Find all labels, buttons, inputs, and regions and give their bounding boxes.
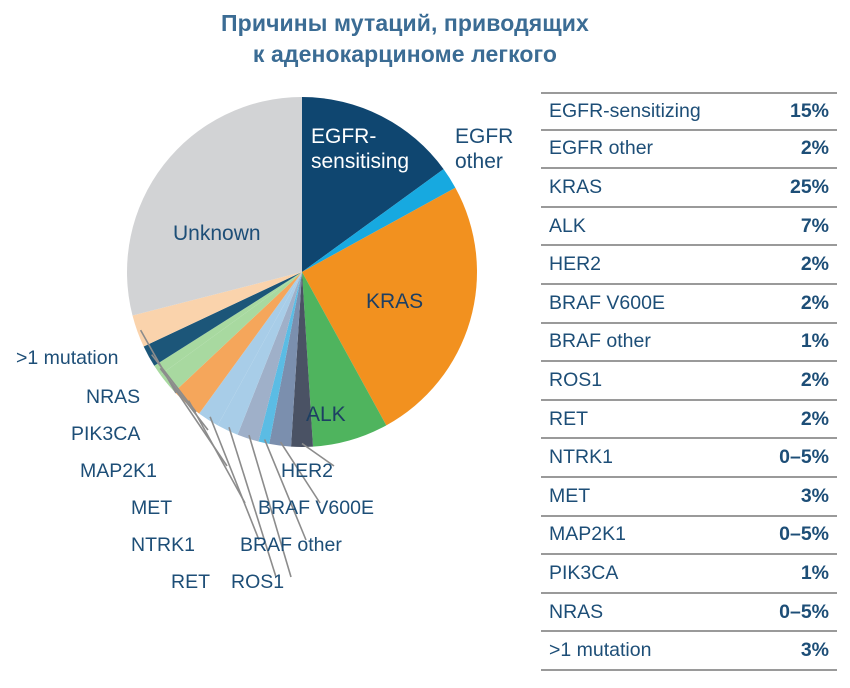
table-cell-frequency: 15% — [789, 99, 829, 122]
leader-line — [248, 434, 292, 578]
table-cell-mutation: BRAF V600E — [549, 291, 665, 314]
table-row: PIK3CA 1% — [541, 555, 837, 594]
leader-label-ntrk1: NTRK1 — [131, 534, 195, 556]
chart-title-line-2: к аденокарциноме легкого — [252, 41, 558, 67]
leader-label-met: MET — [131, 497, 173, 519]
table-cell-frequency: 2% — [800, 291, 829, 314]
pie-slice — [143, 272, 302, 366]
table-cell-mutation: EGFR other — [549, 137, 654, 160]
pie-slice — [269, 272, 302, 447]
pie-slices-group — [127, 97, 477, 447]
table-cell-frequency: 2% — [800, 253, 829, 276]
pie-slice — [302, 187, 477, 426]
table-row: NTRK1 0–5% — [541, 439, 837, 478]
pie-slice — [302, 97, 444, 272]
table-row: ALK 7% — [541, 208, 837, 247]
pie-label-alk: ALK — [306, 403, 346, 426]
pie-label-egfr-sensitising: EGFR- sensitising — [311, 125, 410, 173]
pie-slice — [132, 272, 302, 347]
table-cell-mutation: BRAF other — [549, 330, 651, 353]
chart-title-line-1: Причины мутаций, приводящих — [221, 10, 589, 36]
table-cell-mutation: NTRK1 — [549, 446, 613, 469]
table-cell-mutation: RET — [549, 407, 588, 430]
leader-line — [187, 400, 246, 504]
pie-slice — [237, 272, 302, 442]
pie-slice — [217, 272, 302, 435]
table-cell-mutation: NRAS — [549, 600, 604, 623]
table-cell-mutation: >1 mutation — [549, 639, 652, 662]
chart-title: Причины мутаций, приводящих к аденокарци… — [0, 8, 830, 70]
table-cell-frequency: 0–5% — [779, 523, 829, 546]
pie-slice — [154, 272, 302, 375]
table-cell-mutation: ROS1 — [549, 368, 603, 391]
table-row: ROS1 2% — [541, 362, 837, 401]
pie-label-egfr-other: EGFR other — [455, 125, 514, 173]
table-cell-mutation: HER2 — [549, 253, 602, 276]
table-row: NRAS 0–5% — [541, 594, 837, 633]
table-row: EGFR-sensitizing 15% — [541, 92, 837, 131]
leader-line — [228, 426, 277, 578]
table-cell-frequency: 3% — [800, 484, 829, 507]
pie-chart-svg — [127, 97, 477, 578]
table-row: BRAF other 1% — [541, 324, 837, 363]
table-cell-frequency: 3% — [800, 639, 829, 662]
pie-slice — [174, 272, 302, 414]
table-row: RET 2% — [541, 401, 837, 440]
table-cell-frequency: 1% — [800, 330, 829, 353]
pie-slice — [127, 97, 302, 316]
leader-lines-group — [139, 329, 335, 578]
leader-label-braf-v600e: BRAF V600E — [258, 497, 374, 519]
leader-label-ros1: ROS1 — [231, 571, 285, 593]
table-cell-frequency: 2% — [800, 137, 829, 160]
pie-slice — [258, 272, 302, 444]
leader-label-pik3ca: PIK3CA — [71, 423, 141, 445]
leader-label-braf-other: BRAF other — [240, 534, 342, 556]
table-cell-frequency: 2% — [800, 407, 829, 430]
leader-line — [279, 441, 321, 504]
leader-line — [209, 416, 260, 541]
leader-line — [151, 354, 197, 413]
pie-slice — [291, 272, 313, 447]
leader-label-map2k1: MAP2K1 — [80, 460, 157, 482]
table-row: HER2 2% — [541, 246, 837, 285]
table-row: BRAF V600E 2% — [541, 285, 837, 324]
leader-line — [301, 442, 335, 467]
table-row: KRAS 25% — [541, 169, 837, 208]
leader-line — [263, 439, 307, 541]
table-row: MET 3% — [541, 478, 837, 517]
table-cell-frequency: 7% — [800, 214, 829, 237]
table-row: MAP2K1 0–5% — [541, 517, 837, 556]
table-cell-mutation: ALK — [549, 214, 586, 237]
leader-label-nras: NRAS — [86, 386, 141, 408]
table-cell-frequency: 0–5% — [779, 600, 829, 623]
mutation-frequency-table: EGFR-sensitizing 15% EGFR other 2% KRAS 25% AL… — [541, 92, 837, 671]
table-cell-mutation: MAP2K1 — [549, 523, 626, 546]
table-cell-frequency: 25% — [789, 175, 829, 198]
pie-chart-panel: EGFR- sensitising EGFR other KRAS ALK Un… — [16, 97, 514, 593]
pie-slice — [199, 272, 302, 426]
table-cell-mutation: PIK3CA — [549, 561, 619, 584]
pie-slice — [302, 272, 387, 447]
pie-label-unknown: Unknown — [173, 222, 261, 245]
leader-label-her2: HER2 — [281, 460, 334, 482]
table-cell-frequency: 0–5% — [779, 446, 829, 469]
table-cell-mutation: EGFR-sensitizing — [549, 99, 701, 122]
pie-label-kras: KRAS — [366, 290, 424, 313]
table-cell-frequency: 2% — [800, 368, 829, 391]
pie-slice — [160, 272, 302, 392]
table-cell-mutation: KRAS — [549, 175, 603, 198]
leader-label-ret: RET — [171, 571, 210, 593]
leader-label-more-than-one-mutation: >1 mutation — [16, 347, 119, 369]
table-row: EGFR other 2% — [541, 131, 837, 170]
table-cell-frequency: 1% — [800, 561, 829, 584]
table-cell-mutation: MET — [549, 484, 591, 507]
table-row: >1 mutation 3% — [541, 632, 837, 671]
pie-slice — [302, 169, 456, 272]
